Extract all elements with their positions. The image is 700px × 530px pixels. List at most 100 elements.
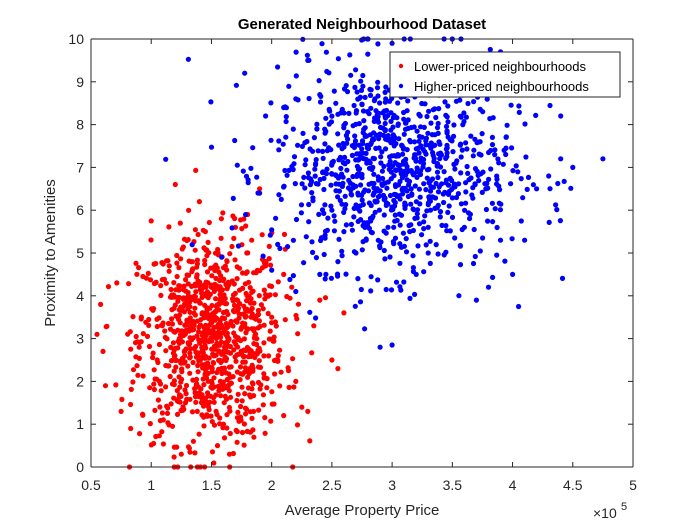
lower-priced-point [256, 293, 262, 299]
higher-priced-point [341, 229, 347, 235]
higher-priced-point [323, 128, 329, 134]
higher-priced-point [432, 142, 438, 148]
higher-priced-point [428, 183, 434, 190]
x-tick-label: 1 [147, 477, 155, 493]
lower-priced-point [179, 369, 185, 375]
higher-priced-point [375, 119, 382, 125]
higher-priced-point [445, 134, 451, 140]
higher-priced-point [328, 147, 334, 153]
legend-label-higher-priced: Higher-priced neighbourhoods [414, 79, 589, 94]
lower-priced-point [192, 281, 198, 287]
lower-priced-point [239, 226, 245, 232]
higher-priced-point [328, 119, 335, 125]
lower-priced-point [230, 292, 237, 298]
higher-priced-point [232, 137, 238, 144]
higher-priced-point [313, 255, 319, 261]
higher-priced-point [410, 265, 416, 271]
higher-priced-point [382, 120, 388, 127]
lower-priced-point [193, 376, 200, 382]
lower-priced-point [194, 381, 200, 387]
higher-priced-point [484, 96, 490, 102]
higher-priced-point [219, 254, 225, 260]
higher-priced-point [475, 172, 481, 178]
higher-priced-point [377, 124, 384, 130]
lower-priced-point [217, 296, 223, 302]
lower-priced-point [255, 311, 261, 318]
higher-priced-point [360, 83, 366, 89]
higher-priced-point [391, 241, 397, 247]
higher-priced-point [513, 163, 519, 169]
higher-priced-point [281, 104, 287, 111]
higher-priced-point [358, 286, 364, 293]
higher-priced-point [286, 167, 292, 173]
lower-priced-point [158, 292, 164, 298]
higher-priced-point [509, 145, 515, 151]
lower-priced-point [254, 341, 260, 348]
higher-priced-point [322, 141, 328, 147]
lower-priced-point [197, 357, 204, 363]
lower-priced-point [194, 274, 200, 280]
lower-priced-point [172, 181, 178, 188]
higher-priced-point [401, 116, 407, 122]
higher-priced-point [441, 199, 447, 206]
lower-priced-point [317, 297, 323, 303]
lower-priced-point [255, 325, 261, 331]
higher-priced-point [377, 344, 383, 350]
higher-priced-point [346, 110, 352, 116]
lower-priced-point [248, 353, 254, 359]
higher-priced-point [233, 82, 239, 88]
y-tick-label: 7 [76, 159, 84, 175]
higher-priced-point [350, 173, 356, 180]
higher-priced-point [229, 225, 235, 231]
higher-priced-point [374, 199, 380, 205]
higher-priced-point [434, 205, 440, 211]
higher-priced-point [451, 133, 457, 139]
higher-priced-point [356, 156, 362, 162]
higher-priced-point [391, 173, 397, 179]
lower-priced-point [281, 231, 288, 237]
lower-priced-point [174, 444, 180, 450]
higher-priced-point [558, 113, 564, 119]
lower-priced-point [156, 315, 162, 321]
higher-priced-point [308, 176, 314, 182]
lower-priced-point [271, 334, 277, 340]
higher-priced-point [496, 160, 502, 166]
higher-priced-point [390, 132, 396, 138]
higher-priced-point [382, 256, 388, 262]
higher-priced-point [443, 123, 450, 130]
higher-priced-point [377, 132, 383, 138]
higher-priced-point [320, 148, 326, 154]
lower-priced-point [172, 357, 178, 363]
lower-priced-point [233, 318, 239, 324]
lower-priced-point [239, 398, 245, 404]
higher-priced-point [281, 184, 287, 190]
higher-priced-point [476, 178, 482, 184]
lower-priced-point [266, 353, 272, 359]
lower-priced-point [205, 401, 211, 407]
higher-priced-point [357, 299, 364, 305]
higher-priced-point [358, 87, 365, 93]
lower-priced-point [211, 375, 217, 381]
higher-priced-point [445, 119, 451, 125]
higher-priced-point [354, 89, 360, 95]
higher-priced-point [349, 152, 355, 158]
lower-priced-point [192, 305, 198, 311]
lower-priced-point [128, 401, 134, 408]
higher-priced-point [333, 172, 339, 178]
lower-priced-point [224, 308, 230, 315]
lower-priced-point [118, 408, 124, 414]
lower-priced-point [272, 292, 278, 298]
lower-priced-point [192, 450, 198, 456]
higher-priced-point [299, 181, 305, 187]
lower-priced-point [198, 386, 204, 392]
higher-priced-point [445, 182, 452, 188]
higher-priced-point [510, 168, 516, 174]
higher-priced-point [394, 217, 400, 224]
lower-priced-point [235, 409, 241, 415]
lower-priced-point [240, 285, 246, 291]
lower-priced-point [209, 338, 215, 344]
higher-priced-point [393, 141, 399, 147]
lower-priced-point [174, 411, 181, 417]
lower-priced-point [184, 237, 190, 244]
lower-priced-point [132, 340, 139, 346]
